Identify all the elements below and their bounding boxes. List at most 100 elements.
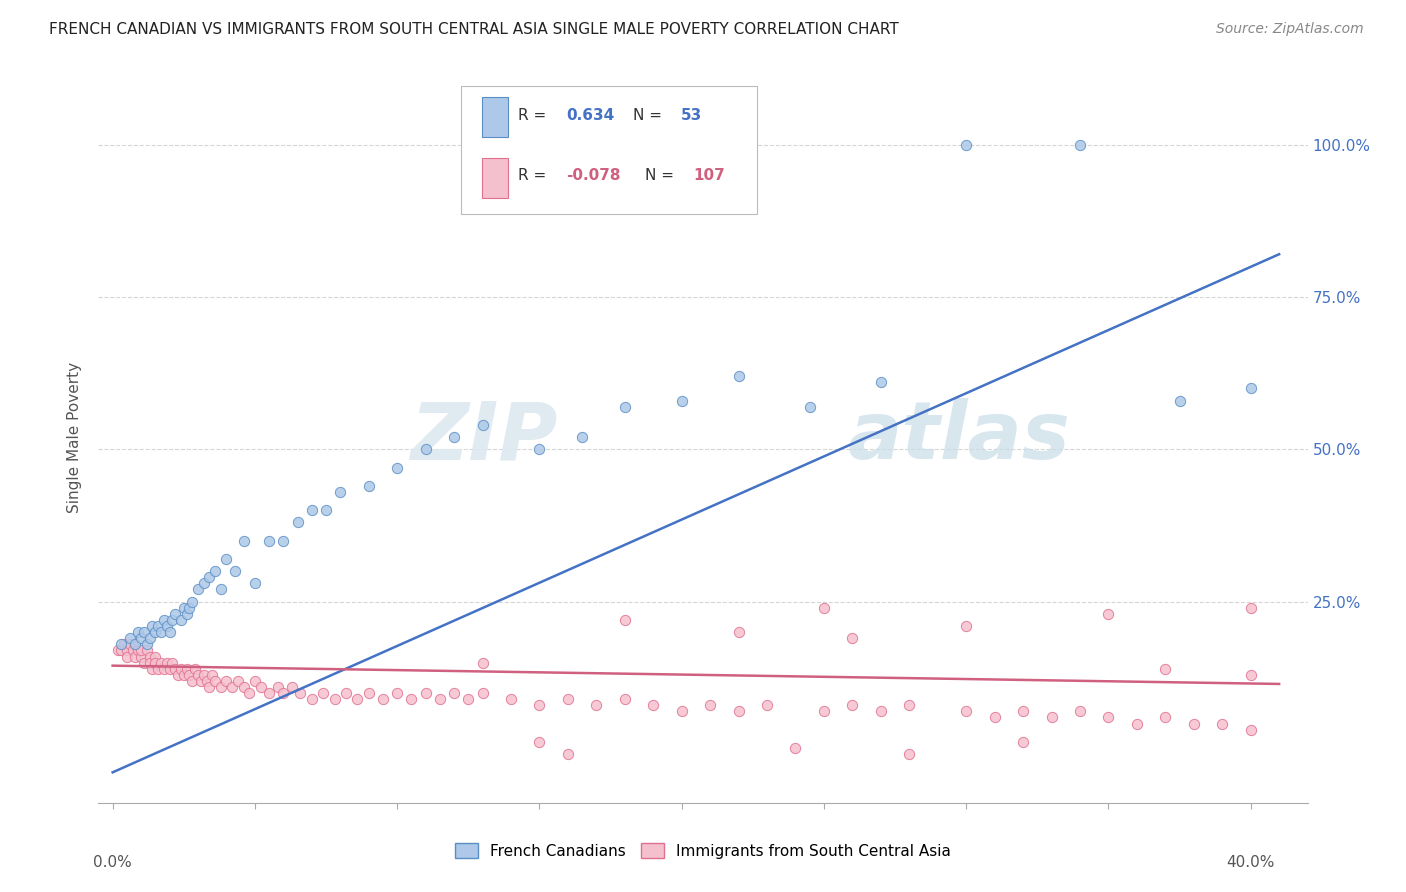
Point xyxy=(443,686,465,700)
Bar xyxy=(482,158,509,198)
Point xyxy=(443,430,465,444)
Point xyxy=(357,686,380,700)
Point xyxy=(471,417,494,432)
Point xyxy=(1012,735,1035,749)
Point xyxy=(141,619,163,633)
Point xyxy=(173,600,195,615)
Point xyxy=(150,625,173,640)
Point xyxy=(132,656,155,670)
Point xyxy=(585,698,607,713)
Point xyxy=(727,705,749,719)
Point xyxy=(221,680,243,694)
Point xyxy=(165,662,187,676)
Point xyxy=(187,582,209,597)
Point xyxy=(129,632,152,646)
Point xyxy=(955,705,977,719)
Y-axis label: Single Male Poverty: Single Male Poverty xyxy=(67,361,83,513)
Point xyxy=(243,576,266,591)
Point xyxy=(557,747,579,761)
Point xyxy=(841,632,863,646)
Point xyxy=(127,643,149,657)
Point xyxy=(1154,710,1177,724)
Text: 107: 107 xyxy=(693,169,725,184)
Point xyxy=(371,692,394,706)
Point xyxy=(643,698,665,713)
Point xyxy=(571,430,593,444)
Legend: French Canadians, Immigrants from South Central Asia: French Canadians, Immigrants from South … xyxy=(449,837,957,864)
Point xyxy=(226,673,249,688)
Point xyxy=(813,600,835,615)
Point xyxy=(429,692,451,706)
Point xyxy=(124,637,146,651)
Point xyxy=(312,686,335,700)
Point xyxy=(135,637,157,651)
Point xyxy=(124,649,146,664)
Point xyxy=(266,680,288,694)
Point xyxy=(143,625,166,640)
Point xyxy=(799,400,821,414)
Point xyxy=(224,564,246,578)
Point xyxy=(118,632,141,646)
Point xyxy=(415,442,437,457)
Point xyxy=(281,680,304,694)
Point xyxy=(243,673,266,688)
Point xyxy=(323,692,346,706)
Text: 53: 53 xyxy=(682,108,703,123)
Point xyxy=(138,649,160,664)
Point xyxy=(813,705,835,719)
Point xyxy=(198,680,221,694)
Point xyxy=(209,582,232,597)
Point xyxy=(159,662,181,676)
Point xyxy=(159,625,181,640)
Point xyxy=(162,656,184,670)
Point xyxy=(471,656,494,670)
Point xyxy=(499,692,522,706)
Point xyxy=(176,607,198,621)
Point xyxy=(181,594,204,608)
Text: R =: R = xyxy=(517,169,551,184)
Point xyxy=(613,613,636,627)
Point xyxy=(385,460,408,475)
Point xyxy=(146,619,169,633)
Point xyxy=(129,649,152,664)
Point xyxy=(135,643,157,657)
Point xyxy=(613,692,636,706)
Point xyxy=(201,667,224,681)
Point xyxy=(869,705,891,719)
Point xyxy=(671,393,693,408)
Text: N =: N = xyxy=(633,108,666,123)
Point xyxy=(110,643,132,657)
Point xyxy=(557,692,579,706)
Point xyxy=(671,705,693,719)
Point xyxy=(290,686,312,700)
Point xyxy=(138,632,160,646)
Point xyxy=(107,643,129,657)
Bar xyxy=(482,97,509,137)
Point xyxy=(1240,723,1263,737)
Point xyxy=(156,619,179,633)
Point xyxy=(983,710,1005,724)
Point xyxy=(132,625,155,640)
Point xyxy=(141,662,163,676)
Text: FRENCH CANADIAN VS IMMIGRANTS FROM SOUTH CENTRAL ASIA SINGLE MALE POVERTY CORREL: FRENCH CANADIAN VS IMMIGRANTS FROM SOUTH… xyxy=(49,22,898,37)
Text: 0.634: 0.634 xyxy=(567,108,614,123)
Text: 0.0%: 0.0% xyxy=(93,855,132,870)
Point xyxy=(146,662,169,676)
Point xyxy=(143,649,166,664)
Point xyxy=(955,137,977,152)
Point xyxy=(529,442,551,457)
Point xyxy=(727,625,749,640)
Point xyxy=(1240,667,1263,681)
Point xyxy=(315,503,337,517)
Point xyxy=(249,680,271,694)
Text: Source: ZipAtlas.com: Source: ZipAtlas.com xyxy=(1216,22,1364,37)
Point xyxy=(138,656,160,670)
Point xyxy=(529,698,551,713)
Point xyxy=(1097,607,1119,621)
Point xyxy=(232,533,254,548)
Point xyxy=(1211,716,1233,731)
Point xyxy=(385,686,408,700)
Point xyxy=(112,637,135,651)
Point xyxy=(170,613,193,627)
Point xyxy=(1182,716,1205,731)
